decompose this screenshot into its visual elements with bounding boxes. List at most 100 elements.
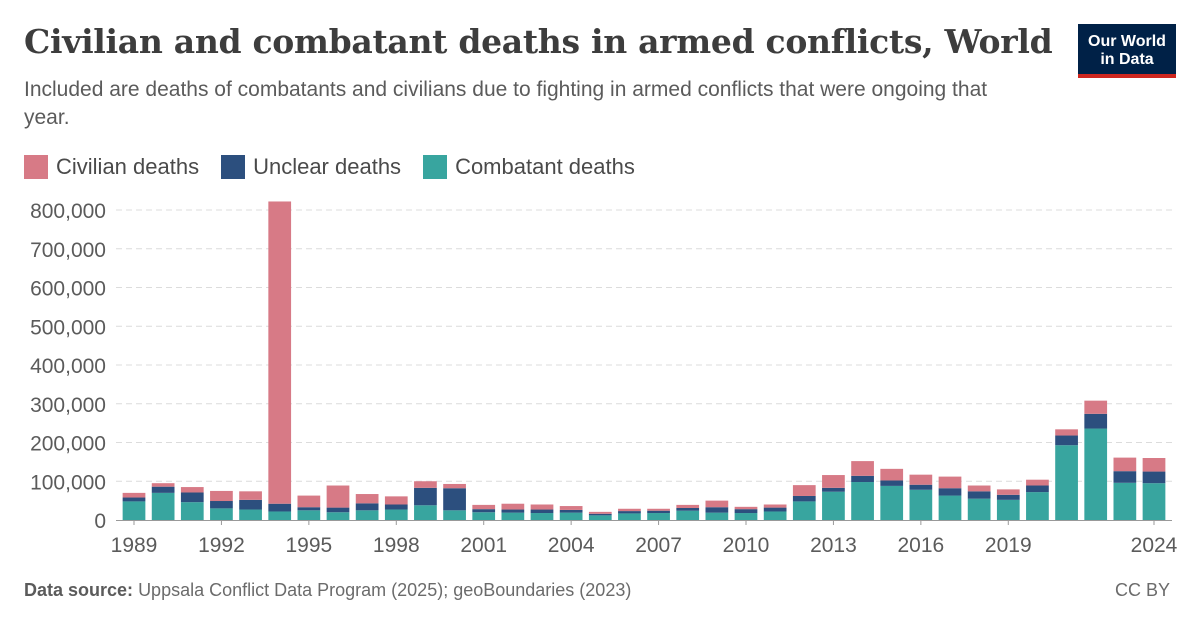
bar-segment[interactable] — [355, 503, 379, 511]
bar-segment[interactable] — [851, 482, 874, 520]
bar-segment[interactable] — [588, 511, 612, 514]
bar-segment[interactable] — [938, 495, 962, 520]
bar-segment[interactable] — [1142, 458, 1166, 472]
bar-segment[interactable] — [297, 507, 321, 511]
bar-segment[interactable] — [210, 501, 233, 509]
bar-segment[interactable] — [151, 486, 175, 493]
bar-segment[interactable] — [938, 488, 962, 496]
bar-segment[interactable] — [501, 503, 525, 510]
bar-segment[interactable] — [151, 483, 175, 487]
bar-segment[interactable] — [472, 512, 496, 520]
bar-segment[interactable] — [909, 484, 933, 490]
bar-segment[interactable] — [618, 508, 641, 512]
bar-segment[interactable] — [1026, 492, 1049, 520]
bar-segment[interactable] — [559, 512, 583, 520]
bar-segment[interactable] — [530, 504, 554, 510]
bar-segment[interactable] — [1142, 483, 1166, 520]
bar-segment[interactable] — [763, 504, 787, 508]
bar-segment[interactable] — [1026, 479, 1049, 486]
bar-segment[interactable] — [996, 499, 1020, 520]
bar-segment[interactable] — [705, 507, 729, 513]
bar-segment[interactable] — [880, 485, 904, 520]
legend-combatant[interactable]: Combatant deaths — [423, 154, 635, 180]
bar-segment[interactable] — [1113, 457, 1137, 472]
bar-segment[interactable] — [676, 504, 700, 508]
bar-segment[interactable] — [967, 491, 991, 499]
bar-segment[interactable] — [676, 510, 700, 520]
bar-segment[interactable] — [530, 509, 554, 514]
bar-segment[interactable] — [326, 507, 350, 513]
bar-segment[interactable] — [792, 485, 816, 496]
bar-segment[interactable] — [647, 508, 670, 511]
bar-segment[interactable] — [1084, 400, 1108, 414]
bar-segment[interactable] — [676, 507, 700, 511]
bar-segment[interactable] — [822, 475, 845, 488]
bar-segment[interactable] — [355, 494, 379, 504]
bar-segment[interactable] — [1142, 471, 1166, 484]
bar-segment[interactable] — [734, 513, 758, 520]
bar-segment[interactable] — [996, 489, 1020, 495]
bar-segment[interactable] — [1055, 435, 1078, 446]
bar-segment[interactable] — [1113, 471, 1137, 483]
owid-logo[interactable]: Our World in Data — [1078, 24, 1176, 78]
bar-segment[interactable] — [530, 513, 554, 520]
bar-segment[interactable] — [822, 487, 845, 492]
bar-segment[interactable] — [180, 502, 204, 520]
bar-segment[interactable] — [1055, 429, 1078, 436]
bar-segment[interactable] — [443, 488, 466, 511]
bar-segment[interactable] — [384, 504, 408, 510]
bar-segment[interactable] — [384, 509, 408, 520]
bar-segment[interactable] — [501, 512, 525, 520]
bar-segment[interactable] — [792, 501, 816, 520]
bar-segment[interactable] — [1055, 445, 1078, 520]
bar-segment[interactable] — [880, 468, 904, 481]
bar-segment[interactable] — [297, 510, 321, 520]
bar-segment[interactable] — [559, 506, 583, 510]
bar-segment[interactable] — [472, 504, 496, 510]
license[interactable]: CC BY — [1114, 580, 1170, 600]
bar-segment[interactable] — [763, 511, 787, 520]
bar-segment[interactable] — [210, 508, 233, 520]
bar-segment[interactable] — [414, 487, 437, 506]
bar-segment[interactable] — [792, 495, 816, 502]
bar-segment[interactable] — [734, 509, 758, 514]
bar-segment[interactable] — [1113, 482, 1137, 520]
bar-segment[interactable] — [472, 509, 496, 513]
bar-segment[interactable] — [180, 487, 204, 493]
bar-segment[interactable] — [268, 503, 292, 512]
bar-segment[interactable] — [1026, 485, 1049, 493]
bar-segment[interactable] — [443, 510, 466, 520]
bar-segment[interactable] — [705, 500, 729, 508]
bar-segment[interactable] — [734, 506, 758, 510]
bar-segment[interactable] — [443, 483, 466, 489]
legend-civilian[interactable]: Civilian deaths — [24, 154, 199, 180]
bar-segment[interactable] — [122, 492, 146, 498]
bar-segment[interactable] — [822, 491, 845, 520]
bar-segment[interactable] — [559, 509, 583, 513]
data-source-text[interactable]: Uppsala Conflict Data Program (2025); ge… — [138, 580, 632, 600]
bar-segment[interactable] — [326, 485, 350, 508]
bar-segment[interactable] — [763, 507, 787, 512]
bar-segment[interactable] — [180, 492, 204, 503]
bar-segment[interactable] — [618, 511, 641, 514]
bar-segment[interactable] — [967, 485, 991, 492]
bar-segment[interactable] — [122, 497, 146, 502]
bar-segment[interactable] — [996, 494, 1020, 500]
bar-segment[interactable] — [501, 509, 525, 513]
bar-segment[interactable] — [355, 510, 379, 520]
bar-segment[interactable] — [851, 461, 874, 476]
bar-segment[interactable] — [297, 495, 321, 508]
bar-segment[interactable] — [880, 480, 904, 486]
bar-segment[interactable] — [239, 491, 262, 500]
bar-segment[interactable] — [414, 481, 437, 488]
bar-segment[interactable] — [647, 513, 670, 520]
legend-unclear[interactable]: Unclear deaths — [221, 154, 401, 180]
bar-segment[interactable] — [851, 475, 874, 483]
bar-segment[interactable] — [268, 511, 292, 520]
bar-segment[interactable] — [705, 512, 729, 520]
bar-segment[interactable] — [909, 489, 933, 520]
bar-segment[interactable] — [909, 474, 933, 485]
bar-segment[interactable] — [618, 513, 641, 520]
bar-segment[interactable] — [151, 492, 175, 520]
bar-segment[interactable] — [122, 501, 146, 520]
